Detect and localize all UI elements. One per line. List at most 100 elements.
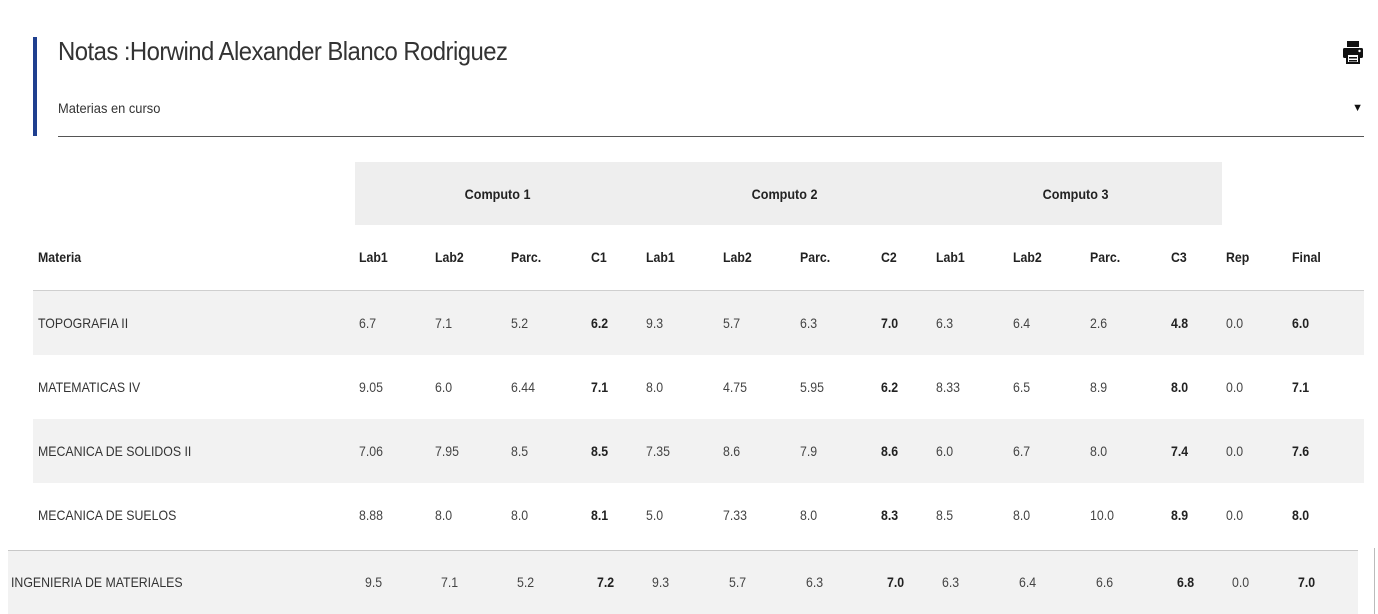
subject-name: MECANICA DE SUELOS [38, 507, 177, 523]
grade-cell: 5.95 [800, 379, 824, 395]
grade-cell: 5.7 [729, 574, 747, 590]
column-header[interactable]: Final [1292, 249, 1321, 265]
print-icon[interactable] [1342, 40, 1364, 64]
grade-cell: 6.3 [936, 315, 954, 331]
column-header[interactable]: Rep [1226, 249, 1250, 265]
column-header[interactable]: Lab2 [1013, 249, 1042, 265]
grade-cell: 7.6 [1292, 443, 1310, 459]
grade-cell: 7.33 [723, 507, 747, 523]
grade-cell: 7.1 [1292, 379, 1310, 395]
grade-cell: 6.2 [881, 379, 899, 395]
grade-cell: 7.9 [800, 443, 818, 459]
grade-cell: 5.2 [517, 574, 535, 590]
group-header-computo-3: Computo 3 [930, 162, 1222, 225]
grade-cell: 8.0 [1171, 379, 1189, 395]
grade-cell: 4.75 [723, 379, 747, 395]
grade-cell: 7.1 [441, 574, 459, 590]
grade-cell: 8.1 [591, 507, 609, 523]
grade-cell: 6.5 [1013, 379, 1031, 395]
subject-name: MECANICA DE SOLIDOS II [38, 443, 192, 459]
grade-cell: 7.2 [597, 574, 615, 590]
grade-cell: 6.7 [1013, 443, 1031, 459]
grade-cell: 8.0 [435, 507, 453, 523]
grade-cell: 6.6 [1096, 574, 1114, 590]
group-header-label: Computo 3 [1043, 185, 1109, 202]
materias-select[interactable]: Materias en curso ▼ [58, 92, 1364, 137]
grade-cell: 6.0 [936, 443, 954, 459]
grade-cell: 5.7 [723, 315, 741, 331]
column-header[interactable]: Parc. [800, 249, 831, 265]
subject-name: TOPOGRAFIA II [38, 315, 129, 331]
grade-cell: 6.3 [800, 315, 818, 331]
grade-cell: 0.0 [1226, 315, 1244, 331]
column-header[interactable]: Lab1 [936, 249, 965, 265]
grade-cell: 8.5 [591, 443, 609, 459]
grade-cell: 8.5 [511, 443, 529, 459]
column-header[interactable]: Parc. [1090, 249, 1121, 265]
column-header[interactable]: Lab2 [435, 249, 464, 265]
grade-cell: 7.1 [591, 379, 609, 395]
table-row[interactable]: TOPOGRAFIA II 6.7 7.1 5.2 6.2 9.3 5.7 6.3 7.0 6.3… [33, 291, 1364, 355]
grade-cell: 0.0 [1226, 443, 1244, 459]
grade-cell: 8.0 [1090, 443, 1108, 459]
subject-name: MATEMATICAS IV [38, 379, 141, 395]
column-header[interactable]: C3 [1171, 249, 1187, 265]
column-header[interactable]: Materia [38, 249, 82, 265]
column-header[interactable]: C1 [591, 249, 607, 265]
grade-cell: 8.6 [881, 443, 899, 459]
grade-cell: 9.5 [365, 574, 383, 590]
grade-cell: 6.3 [942, 574, 960, 590]
grade-cell: 5.0 [646, 507, 664, 523]
grade-cell: 6.4 [1013, 315, 1031, 331]
grade-cell: 6.7 [359, 315, 377, 331]
grade-cell: 7.1 [435, 315, 453, 331]
column-header[interactable]: Lab2 [723, 249, 752, 265]
grade-cell: 9.3 [646, 315, 664, 331]
grade-cell: 6.4 [1019, 574, 1037, 590]
grade-cell: 0.0 [1232, 574, 1250, 590]
materias-select-value: Materias en curso [58, 100, 161, 116]
grade-cell: 7.0 [1298, 574, 1316, 590]
column-header[interactable]: C2 [881, 249, 897, 265]
grade-cell: 6.0 [435, 379, 453, 395]
column-header[interactable]: Lab1 [359, 249, 388, 265]
grade-cell: 6.44 [511, 379, 535, 395]
table-row[interactable]: INGENIERIA DE MATERIALES 9.5 7.1 5.2 7.2 9.3 5… [8, 550, 1358, 614]
grade-cell: 9.3 [652, 574, 670, 590]
grade-cell: 8.0 [646, 379, 664, 395]
grade-cell: 6.0 [1292, 315, 1310, 331]
grade-cell: 6.3 [806, 574, 824, 590]
grade-cell: 7.0 [887, 574, 905, 590]
grade-cell: 5.2 [511, 315, 529, 331]
title-accent-bar [33, 37, 37, 136]
grade-cell: 7.35 [646, 443, 670, 459]
column-header[interactable]: Parc. [511, 249, 542, 265]
chevron-down-icon: ▼ [1352, 102, 1363, 114]
group-header-label: Computo 1 [464, 185, 531, 202]
grade-cell: 0.0 [1226, 379, 1244, 395]
grade-cell: 8.0 [1292, 507, 1310, 523]
grade-cell: 8.0 [1013, 507, 1031, 523]
grade-cell: 2.6 [1090, 315, 1108, 331]
grade-cell: 10.0 [1090, 507, 1114, 523]
column-header[interactable]: Lab1 [646, 249, 675, 265]
grade-cell: 7.95 [435, 443, 459, 459]
table-row[interactable]: MECANICA DE SUELOS 8.88 8.0 8.0 8.1 5.0 7.33 8.… [33, 483, 1364, 547]
grade-cell: 8.5 [936, 507, 954, 523]
grade-cell: 8.6 [723, 443, 741, 459]
grade-cell: 7.06 [359, 443, 383, 459]
grade-cell: 7.0 [881, 315, 899, 331]
grade-cell: 8.88 [359, 507, 383, 523]
grade-cell: 9.05 [359, 379, 383, 395]
grade-cell: 4.8 [1171, 315, 1189, 331]
row-divider [8, 550, 1358, 551]
grade-cell: 8.0 [511, 507, 529, 523]
scrollbar-edge[interactable] [1374, 548, 1375, 614]
table-row[interactable]: MECANICA DE SOLIDOS II 7.06 7.95 8.5 8.5 7.35… [33, 419, 1364, 483]
subject-name: INGENIERIA DE MATERIALES [11, 574, 183, 590]
grade-cell: 6.8 [1177, 574, 1195, 590]
grade-cell: 8.9 [1171, 507, 1189, 523]
group-header-computo-2: Computo 2 [640, 162, 930, 225]
grade-cell: 6.2 [591, 315, 609, 331]
table-row[interactable]: MATEMATICAS IV 9.05 6.0 6.44 7.1 8.0 4.75 5.95 6… [33, 355, 1364, 419]
